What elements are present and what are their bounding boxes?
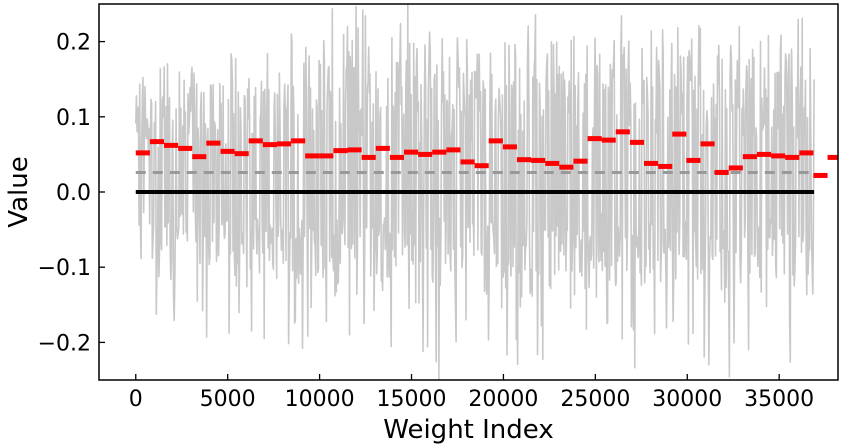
y-tick-label: 0.0: [56, 181, 91, 206]
x-tick-label: 30000: [652, 387, 722, 412]
y-tick-label: −0.2: [38, 331, 91, 356]
gray-weights-line: [135, 4, 815, 380]
y-tick-label: −0.1: [38, 256, 91, 281]
x-tick-label: 10000: [285, 387, 355, 412]
y-axis-label: Value: [4, 156, 34, 227]
y-tick-label: 0.2: [56, 31, 91, 56]
x-tick-label: 15000: [377, 387, 447, 412]
x-tick-label: 20000: [468, 387, 538, 412]
x-tick-label: 35000: [744, 387, 814, 412]
x-tick-label: 5000: [200, 387, 256, 412]
x-tick-label: 0: [129, 387, 143, 412]
red-segment-series: [135, 129, 838, 178]
gray-weights-series: [135, 4, 815, 380]
x-tick-label: 25000: [560, 387, 630, 412]
y-tick-label: 0.1: [56, 106, 91, 131]
x-axis-label: Weight Index: [383, 415, 553, 444]
